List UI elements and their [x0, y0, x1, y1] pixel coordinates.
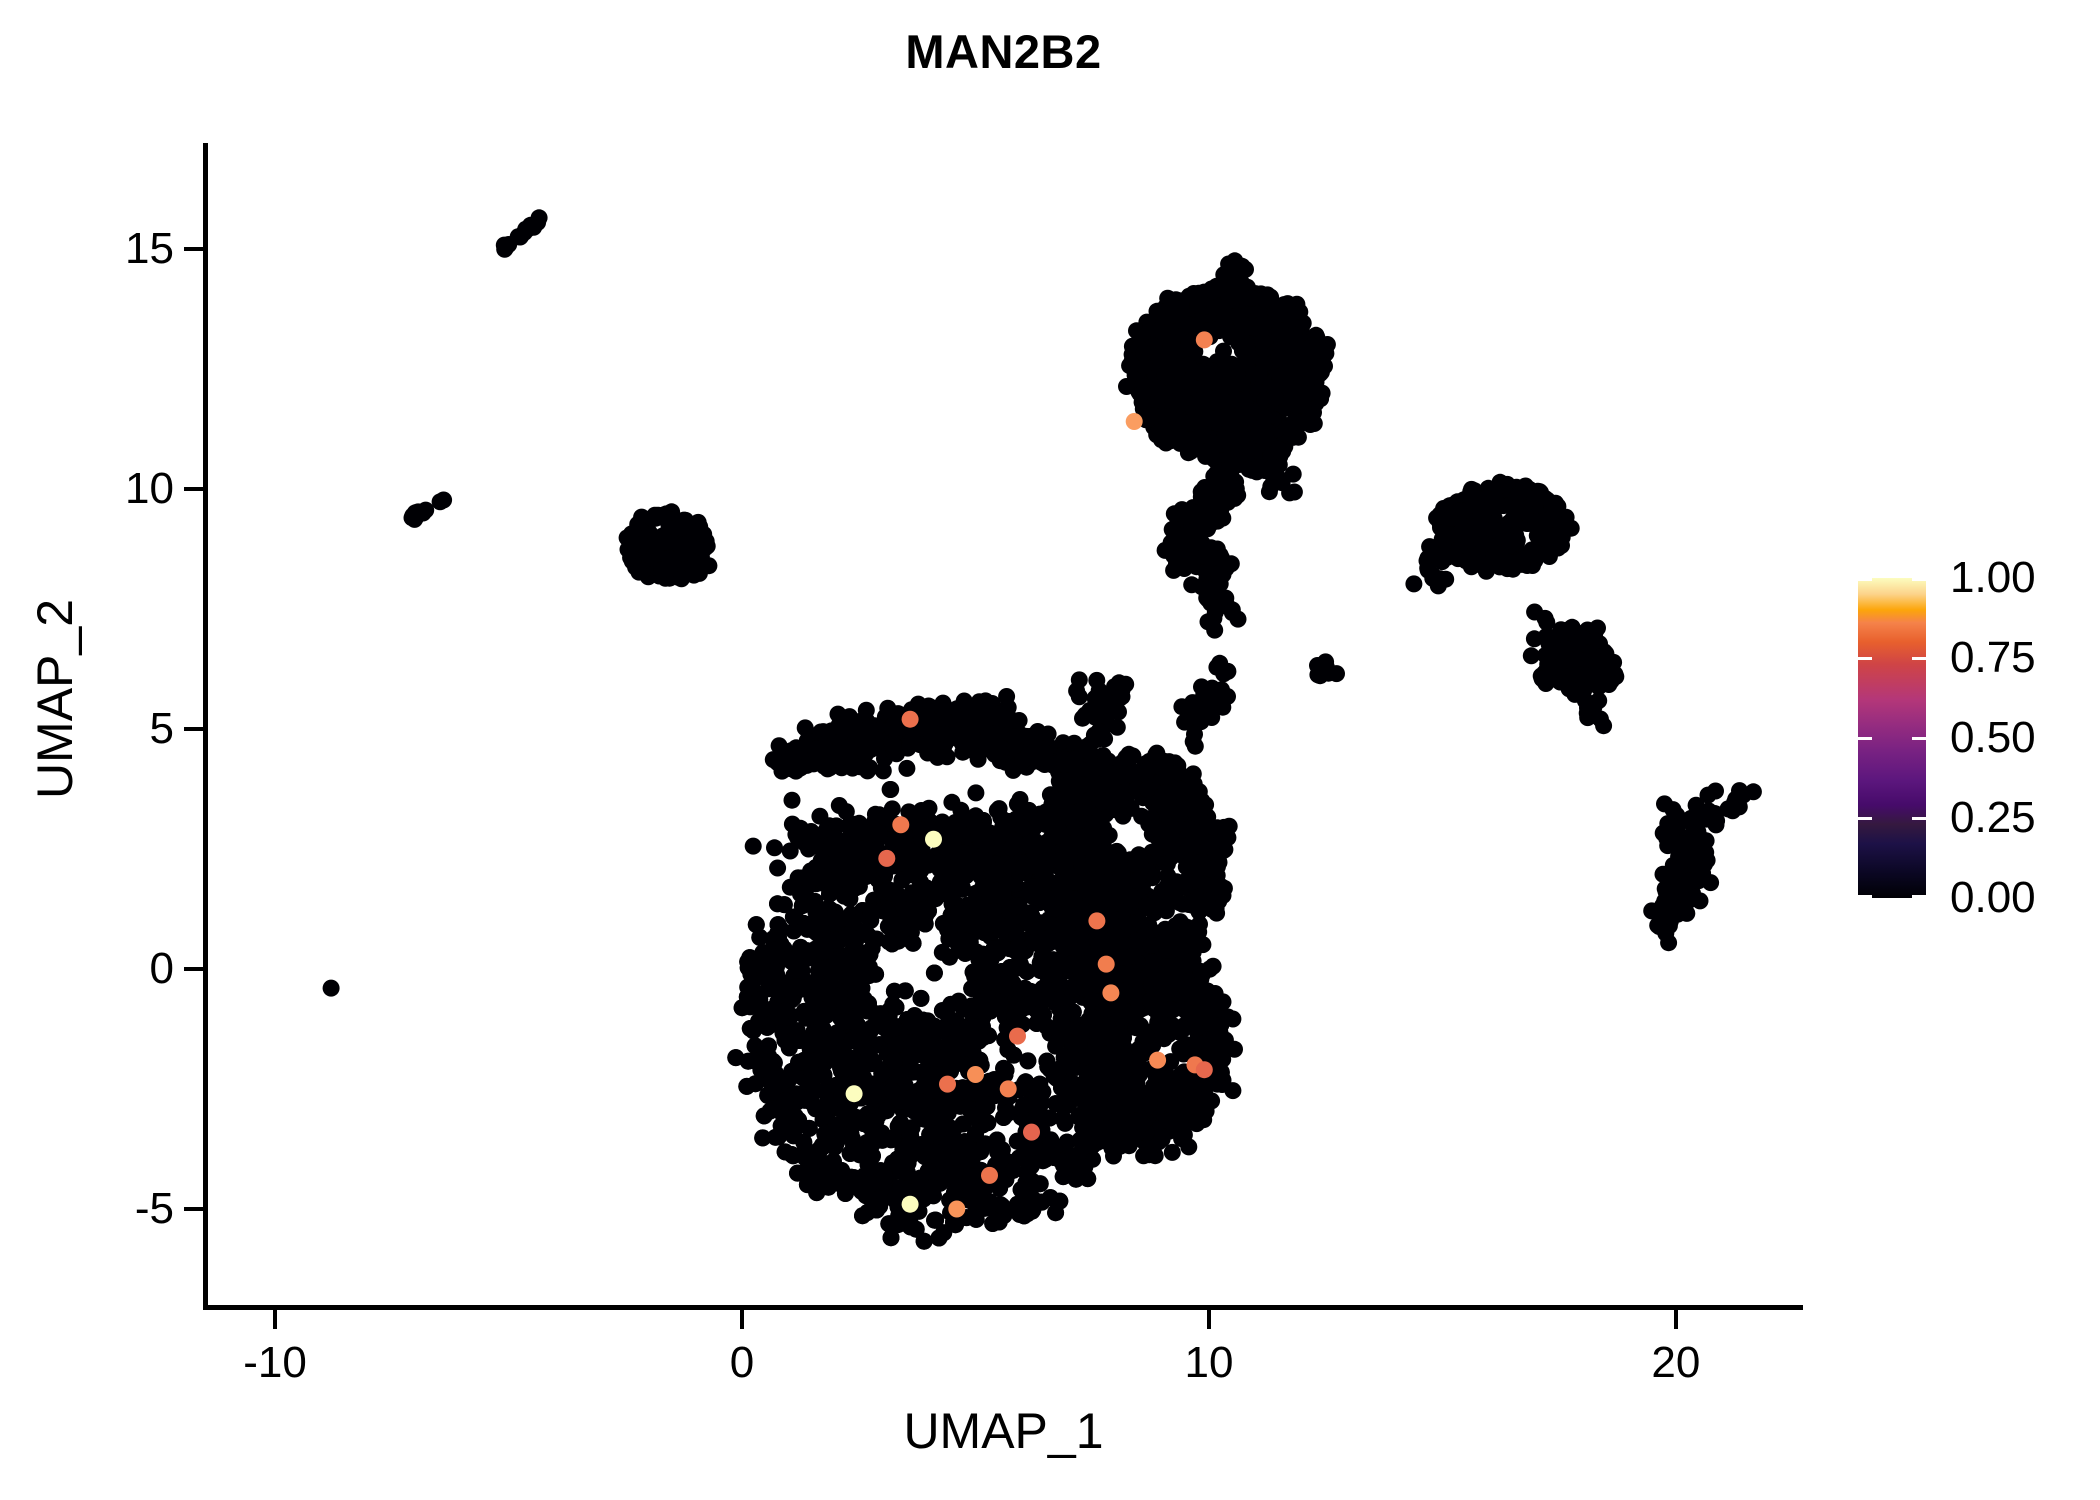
page-title: MAN2B2 — [905, 25, 1102, 78]
colorbar-tick — [1912, 817, 1926, 820]
colorbar-tick — [1912, 657, 1926, 660]
y-tick-label: 5 — [149, 703, 174, 753]
scatter-points-layer — [322, 209, 1762, 1250]
y-tick — [184, 246, 203, 251]
y-tick-label: -5 — [134, 1183, 174, 1233]
y-tick — [184, 486, 203, 491]
colorbar-tick — [1858, 657, 1872, 660]
y-tick — [184, 1206, 203, 1211]
x-tick-label: 0 — [729, 1338, 755, 1387]
y-tick — [184, 726, 203, 731]
colorbar-tick-label: 0.25 — [1950, 793, 2036, 842]
x-axis-line — [203, 1305, 1803, 1310]
x-tick-label: 10 — [1184, 1338, 1234, 1387]
colorbar-tick — [1858, 578, 1872, 581]
x-tick — [1206, 1310, 1211, 1329]
colorbar-tick — [1912, 895, 1926, 898]
y-axis-label: UMAP_2 — [27, 598, 83, 800]
x-axis-label: UMAP_1 — [903, 1403, 1104, 1459]
colorbar-tick-label: 0.00 — [1950, 873, 2036, 922]
colorbar-tick-label: 0.50 — [1950, 713, 2036, 762]
colorbar-tick-label: 0.75 — [1950, 633, 2036, 682]
colorbar-tick — [1912, 737, 1926, 740]
colorbar-tick — [1912, 578, 1926, 581]
plot-panel — [205, 143, 1802, 1305]
y-tick-label: 0 — [149, 943, 174, 993]
x-tick-label: -10 — [243, 1338, 307, 1387]
colorbar-tick — [1858, 737, 1872, 740]
x-tick — [740, 1310, 744, 1329]
y-axis-line — [203, 143, 208, 1310]
x-tick-label: 20 — [1651, 1338, 1701, 1387]
colorbar-tick — [1858, 817, 1872, 820]
colorbar-tick — [1858, 895, 1872, 898]
x-tick — [273, 1310, 278, 1329]
x-tick — [1673, 1310, 1678, 1329]
y-tick — [184, 966, 203, 971]
y-tick-label: 10 — [125, 463, 174, 513]
y-tick-label: 15 — [125, 223, 174, 273]
colorbar-tick-label: 1.00 — [1950, 553, 2036, 602]
colorbar-legend: 0.00 0.25 0.50 0.75 1.00 — [1858, 553, 2078, 922]
